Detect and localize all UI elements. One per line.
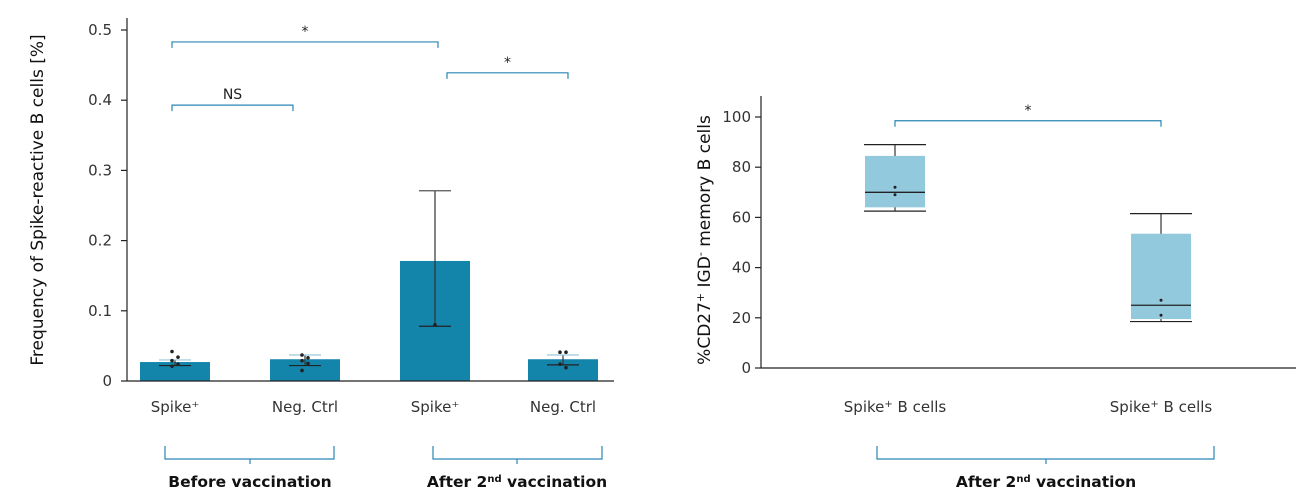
data-point (306, 361, 310, 366)
left-y-tick-label: 0.1 (88, 302, 112, 320)
left-bar (270, 359, 340, 381)
data-point (176, 362, 180, 366)
left-x-tick-label: Neg. Ctrl (530, 398, 596, 416)
right-y-tick-label: 60 (732, 208, 751, 226)
right-y-tick-label: 20 (732, 309, 751, 327)
right-x-tick-label: Spike+ B cells (844, 398, 947, 416)
significance-bracket (171, 104, 294, 112)
right-y-tick-label: 100 (722, 108, 751, 126)
significance-bracket (894, 120, 1162, 127)
data-point (170, 364, 174, 369)
right-box-chart: %CD27+ IGD- memory B cells 020406080100 … (694, 96, 1296, 491)
right-y-tick-label: 80 (732, 158, 751, 176)
right-y-ticks: 0 20 40 60 80 100 (722, 108, 761, 377)
group-label: After 2nd vaccination (956, 473, 1136, 491)
left-category-labels: Spike⁺ Neg. Ctrl Spike⁺ Neg. Ctrl (151, 398, 596, 416)
data-point (300, 358, 304, 363)
data-point (893, 193, 897, 197)
right-y-axis-label: %CD27+ IGD- memory B cells (694, 115, 716, 365)
significance-bracket (171, 41, 439, 48)
left-significance-brackets: NS * * (171, 24, 569, 112)
left-y-tick-label: 0.3 (88, 161, 112, 179)
left-y-tick-label: 0.5 (88, 21, 112, 39)
right-significance-brackets: * (894, 103, 1162, 127)
left-bar-chart: Frequency of Spike-reactive B cells [%] … (28, 18, 614, 491)
significance-bracket (446, 72, 569, 79)
left-bar (528, 359, 598, 381)
left-group-brackets: Before vaccination After 2nd vaccination (164, 446, 607, 491)
left-bar (140, 362, 210, 381)
left-y-axis-label: Frequency of Spike-reactive B cells [%] (28, 34, 48, 365)
left-x-tick-label: Spike⁺ (411, 398, 460, 416)
group-bracket (876, 446, 1215, 464)
left-x-tick-label: Neg. Ctrl (272, 398, 338, 416)
left-y-tick-label: 0.4 (88, 91, 112, 109)
significance-label: NS (223, 87, 242, 103)
significance-label: * (302, 24, 309, 40)
data-point (170, 358, 174, 363)
left-y-tick-label: 0 (102, 372, 112, 390)
data-point (1159, 298, 1163, 302)
group-bracket (432, 446, 603, 464)
significance-label: * (1025, 103, 1032, 119)
right-y-tick-label: 40 (732, 259, 751, 277)
right-y-tick-label: 0 (741, 359, 751, 377)
data-point (1159, 313, 1163, 317)
data-point (176, 355, 180, 359)
data-point (300, 353, 304, 357)
data-point (558, 362, 562, 366)
right-category-labels: Spike+ B cells Spike+ B cells (844, 398, 1213, 416)
box (865, 155, 925, 208)
right-x-tick-label: Spike+ B cells (1110, 398, 1213, 416)
data-point (564, 365, 568, 370)
right-group-bracket: After 2nd vaccination (876, 446, 1215, 491)
group-bracket (164, 446, 335, 464)
group-label: After 2nd vaccination (427, 473, 607, 491)
data-point (433, 323, 437, 327)
left-bar-marks (140, 190, 598, 381)
data-point (300, 368, 304, 373)
group-label: Before vaccination (168, 473, 331, 491)
data-point (564, 350, 568, 355)
box (1131, 233, 1191, 320)
data-point (893, 185, 897, 189)
left-x-tick-label: Spike⁺ (151, 398, 200, 416)
right-box-marks (864, 144, 1192, 323)
data-point (558, 350, 562, 355)
data-point (306, 356, 310, 360)
data-point (170, 349, 174, 354)
left-y-ticks: 0 0.1 0.2 0.3 0.4 0.5 (88, 21, 127, 390)
left-y-tick-label: 0.2 (88, 232, 112, 250)
significance-label: * (504, 55, 511, 71)
